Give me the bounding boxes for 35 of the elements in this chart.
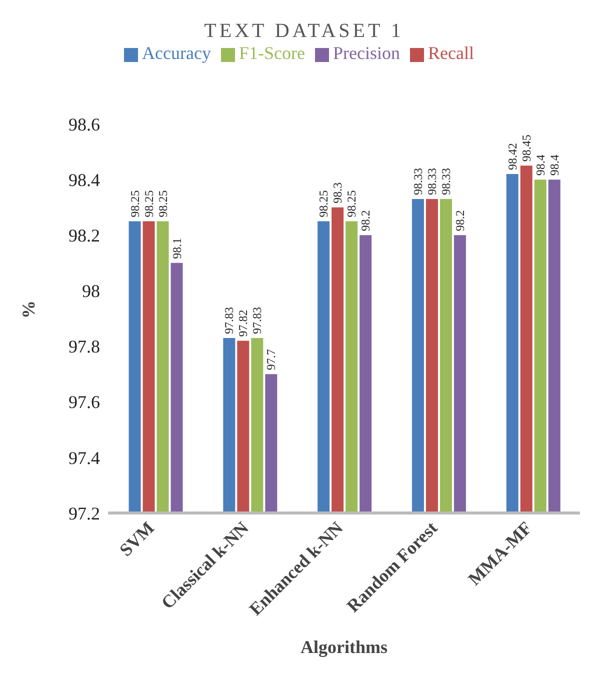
data-label: 97.83 (250, 306, 264, 334)
y-tick-label: 98.4 (68, 170, 100, 190)
data-label: 98.25 (344, 190, 359, 218)
y-tick-label: 97.4 (68, 448, 100, 468)
data-label: 98.3 (330, 182, 345, 204)
data-label: 97.83 (222, 306, 236, 334)
data-label: 98.1 (170, 238, 184, 259)
data-label: 98.25 (128, 190, 142, 218)
y-tick-label: 97.8 (68, 336, 100, 357)
chart-title: TEXT DATASET 1 (203, 20, 405, 43)
data-label: 98.4 (547, 154, 562, 176)
data-label: 97.82 (236, 310, 250, 337)
legend-label: Recall (428, 43, 474, 63)
data-label: 98.4 (533, 154, 548, 176)
y-tick-label: 97.6 (68, 392, 100, 412)
data-label: 98.45 (519, 134, 534, 162)
data-label: 98.33 (410, 168, 425, 196)
data-label: 98.25 (156, 190, 170, 218)
y-tick-label: 98.6 (68, 114, 100, 134)
y-axis-title: % (18, 300, 38, 318)
data-label: 97.7 (264, 349, 278, 370)
data-label: 98.25 (142, 190, 156, 218)
data-label: 98.2 (358, 210, 373, 232)
y-tick-label: 97.2 (68, 503, 100, 524)
legend-label: Accuracy (142, 43, 211, 63)
data-label: 98.33 (438, 168, 453, 196)
legend-label: F1-Score (238, 43, 305, 63)
data-label: 98.25 (316, 190, 331, 218)
x-axis-title: Algorithms (300, 637, 388, 657)
data-label: 98.33 (424, 168, 439, 196)
data-label: 98.42 (505, 143, 520, 170)
data-label: 98.2 (452, 210, 467, 232)
y-tick-label: 98 (82, 281, 100, 302)
y-tick-label: 98.2 (68, 226, 100, 246)
legend-label: Precision (332, 43, 400, 63)
